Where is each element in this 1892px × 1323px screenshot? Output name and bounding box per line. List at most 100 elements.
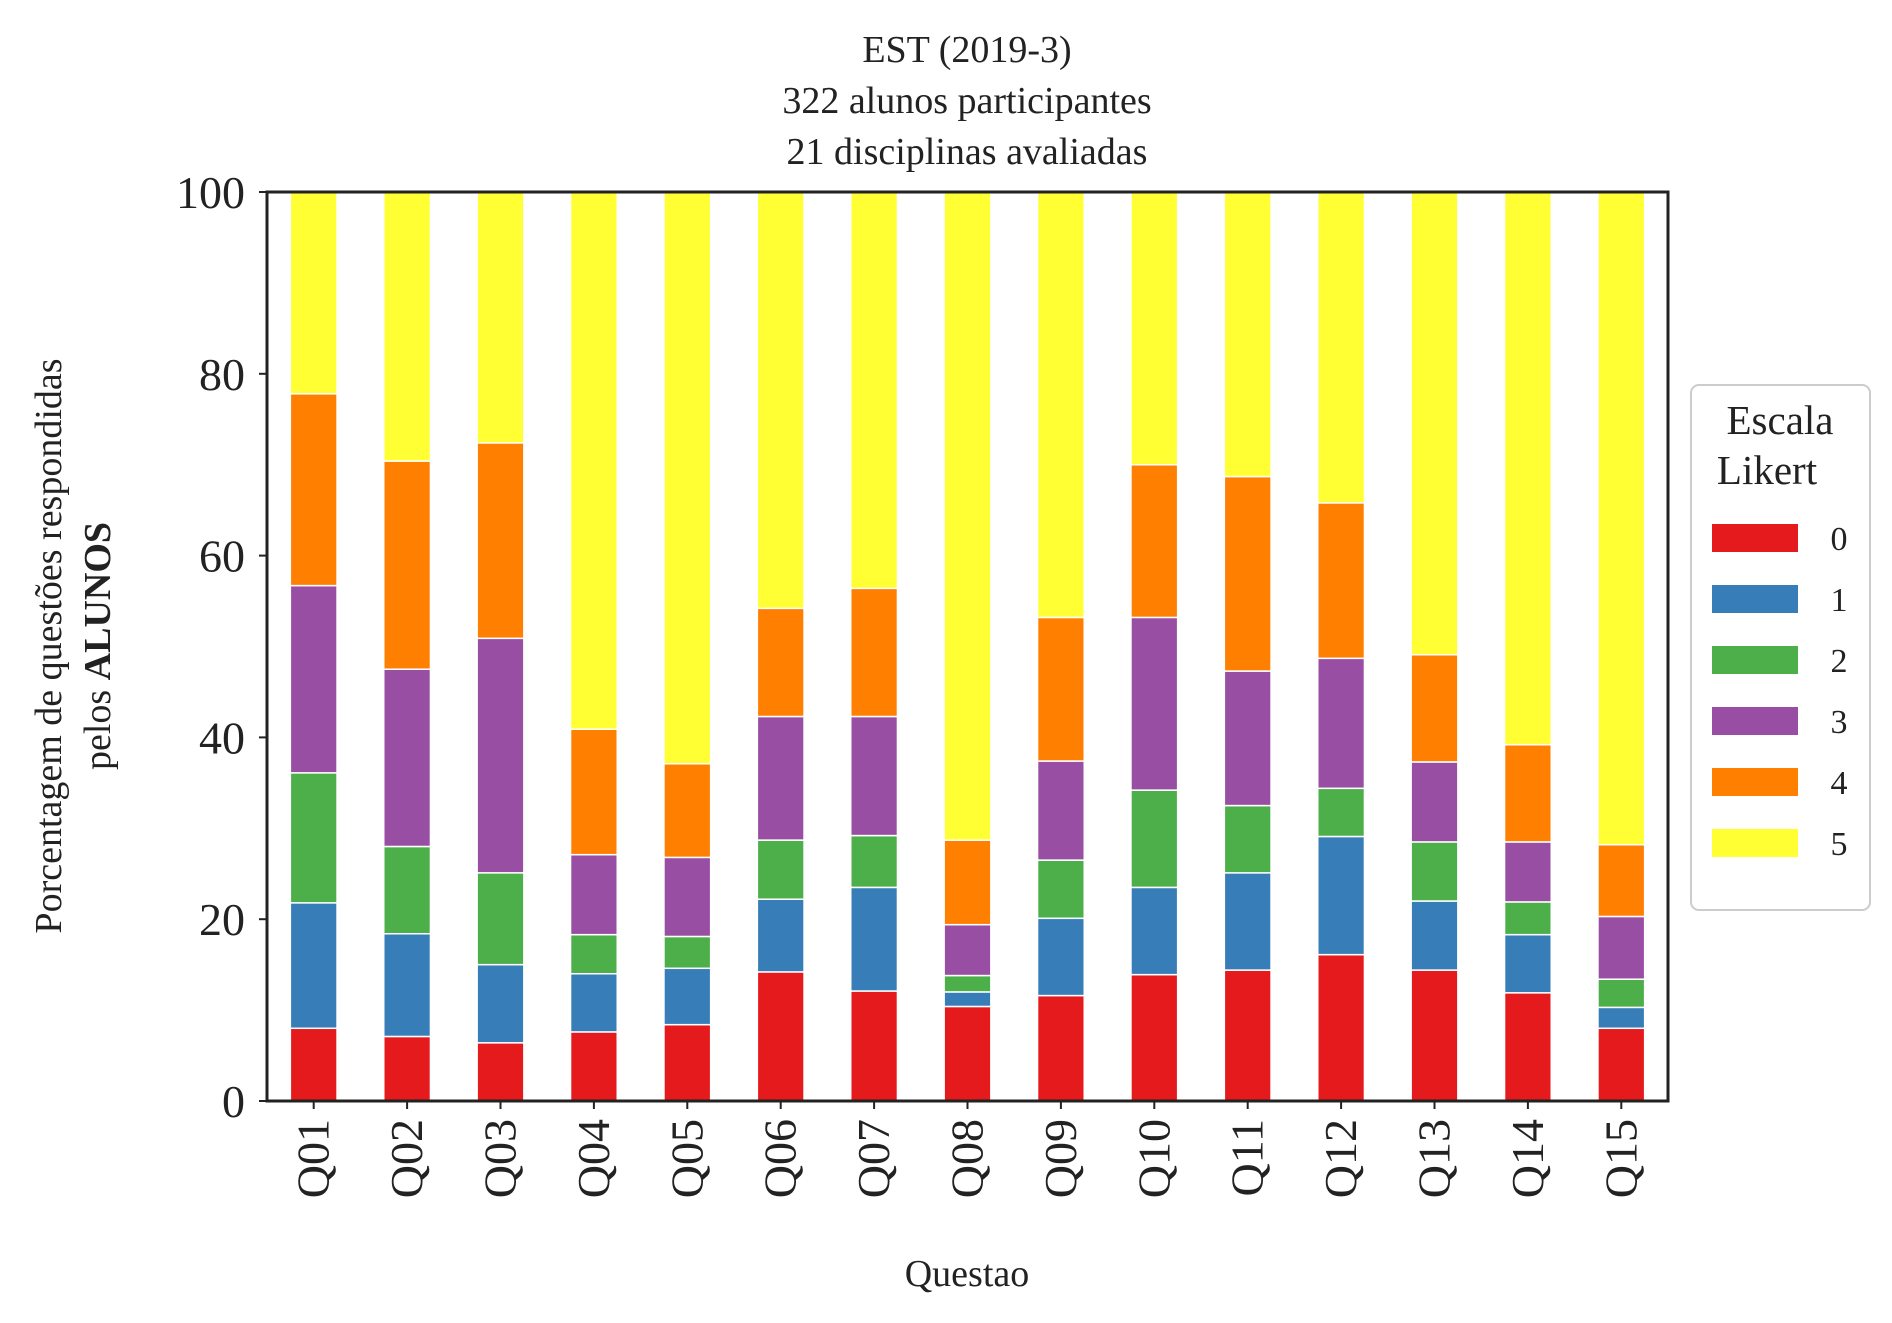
bar-q06-likert-3 [756, 715, 805, 841]
y-tick-label: 0 [222, 1076, 245, 1127]
bar-q01-likert-5 [289, 191, 338, 395]
x-ticks-group: Q01 Q02 Q03 Q04 Q05 Q06 Q07 Q08 Q09 Q10 Q11 Q12 Q13 Q… [288, 1101, 1646, 1198]
chart-title-line-1: EST (2019-3) [862, 29, 1071, 71]
bar-q14-likert-3 [1503, 841, 1553, 903]
y-axis-label-prefix: pelos [77, 680, 119, 770]
bar-q10-likert-2 [1130, 789, 1179, 889]
x-tick-label-group: Q14 [1502, 1119, 1553, 1198]
bar-q07-likert-4 [850, 587, 899, 718]
x-tick-label: Q06 [755, 1119, 806, 1198]
bar-q13-likert-5 [1410, 191, 1459, 656]
legend-title-line-2: Likert [1717, 447, 1818, 493]
bar-q08-likert-5 [943, 191, 992, 841]
chart-title-line-2: 322 alunos participantes [782, 80, 1151, 122]
bar-q08-likert-0 [943, 1005, 992, 1102]
bar-q05-likert-1 [663, 967, 712, 1026]
bar-q07-likert-2 [850, 834, 899, 889]
bar-q07-likert-1 [850, 886, 899, 992]
bar-q02-likert-0 [383, 1035, 432, 1102]
bar-q14-likert-5 [1503, 191, 1553, 746]
y-tick-label: 20 [199, 894, 245, 945]
bar-q13-likert-0 [1410, 969, 1459, 1102]
bar-q06-likert-1 [756, 898, 805, 973]
bar-q01-likert-2 [289, 772, 338, 904]
legend-label-2: 2 [1831, 643, 1848, 680]
x-tick-label-group: Q08 [942, 1119, 993, 1198]
bar-q10-likert-1 [1130, 886, 1179, 976]
bar-q01-likert-4 [289, 393, 338, 587]
bar-q10-likert-4 [1130, 463, 1179, 619]
x-tick-label-group: Q03 [475, 1119, 526, 1198]
bar-q02-likert-4 [383, 460, 432, 670]
bar-q02-likert-5 [383, 191, 432, 462]
bar-q06-likert-2 [756, 839, 805, 900]
x-tick-label-group: Q05 [661, 1119, 712, 1198]
bars-group [289, 191, 1646, 1102]
bar-q07-likert-3 [850, 715, 899, 837]
bar-q03-likert-4 [476, 442, 525, 640]
bar-q12-likert-3 [1317, 657, 1366, 790]
x-tick-label: Q02 [381, 1119, 432, 1198]
bar-q06-likert-4 [756, 607, 805, 718]
y-ticks-group: 0 20 40 60 80 100 [176, 167, 267, 1127]
bar-q09-likert-4 [1036, 616, 1086, 762]
legend-label-3: 3 [1831, 704, 1848, 741]
bar-q10-likert-0 [1130, 973, 1179, 1102]
x-tick-label-group: Q01 [288, 1119, 339, 1198]
legend-swatch-1 [1712, 585, 1798, 613]
bar-q15-likert-5 [1597, 191, 1646, 846]
chart-title-line-3: 21 disciplinas avaliadas [787, 131, 1148, 173]
bar-q09-likert-5 [1036, 191, 1086, 619]
y-tick-label: 60 [199, 531, 245, 582]
bar-q12-likert-5 [1317, 191, 1366, 504]
bar-q08-likert-4 [943, 839, 992, 926]
x-tick-label: Q07 [848, 1119, 899, 1198]
bar-q06-likert-0 [756, 971, 805, 1102]
bar-q09-likert-1 [1036, 917, 1086, 997]
bar-q12-likert-1 [1317, 835, 1366, 956]
bar-q13-likert-4 [1410, 653, 1459, 763]
bar-q01-likert-1 [289, 902, 338, 1030]
y-axis-label-line-1-group: Porcentagem de questões respondidas [28, 358, 70, 933]
x-tick-label-group: Q09 [1035, 1119, 1086, 1198]
bar-q04-likert-1 [569, 972, 618, 1033]
bar-q13-likert-3 [1410, 761, 1459, 843]
x-tick-label: Q13 [1409, 1119, 1460, 1198]
y-tick-label: 80 [199, 349, 245, 400]
bar-q04-likert-5 [569, 191, 618, 730]
x-tick-label-group: Q11 [1222, 1119, 1273, 1197]
x-tick-label-group: Q10 [1128, 1119, 1179, 1198]
bar-q01-likert-0 [289, 1027, 338, 1102]
x-tick-label-group: Q07 [848, 1119, 899, 1198]
bar-q04-likert-3 [569, 853, 618, 936]
y-axis-label-line-1: Porcentagem de questões respondidas [28, 358, 70, 933]
y-axis-label-line-2-group: pelos ALUNOS [77, 522, 119, 770]
bar-q12-likert-4 [1317, 502, 1366, 660]
bar-q05-likert-5 [663, 191, 712, 765]
bar-q14-likert-4 [1503, 743, 1553, 843]
bar-q01-likert-3 [289, 584, 338, 774]
x-tick-label: Q11 [1222, 1119, 1273, 1197]
bar-q11-likert-5 [1223, 191, 1272, 478]
bar-q04-likert-2 [569, 933, 618, 975]
x-tick-label-group: Q13 [1409, 1119, 1460, 1198]
bar-q09-likert-0 [1036, 994, 1086, 1102]
bar-q11-likert-1 [1223, 872, 1272, 971]
bar-q15-likert-1 [1597, 1006, 1646, 1030]
bar-q04-likert-0 [569, 1031, 618, 1102]
bar-q15-likert-4 [1597, 843, 1646, 918]
bar-q11-likert-3 [1223, 670, 1272, 807]
x-tick-label: Q01 [288, 1119, 339, 1198]
bar-q02-likert-1 [383, 932, 432, 1038]
bar-q03-likert-1 [476, 963, 525, 1044]
bar-q07-likert-0 [850, 990, 899, 1102]
bar-q11-likert-2 [1223, 804, 1272, 874]
y-tick-label: 100 [176, 167, 245, 218]
bar-q03-likert-3 [476, 637, 525, 874]
x-tick-label: Q10 [1128, 1119, 1179, 1198]
bar-q13-likert-1 [1410, 900, 1459, 971]
bar-q08-likert-2 [943, 974, 992, 993]
x-axis-label: Questao [905, 1253, 1030, 1295]
legend-swatch-3 [1712, 707, 1798, 735]
x-tick-label-group: Q06 [755, 1119, 806, 1198]
